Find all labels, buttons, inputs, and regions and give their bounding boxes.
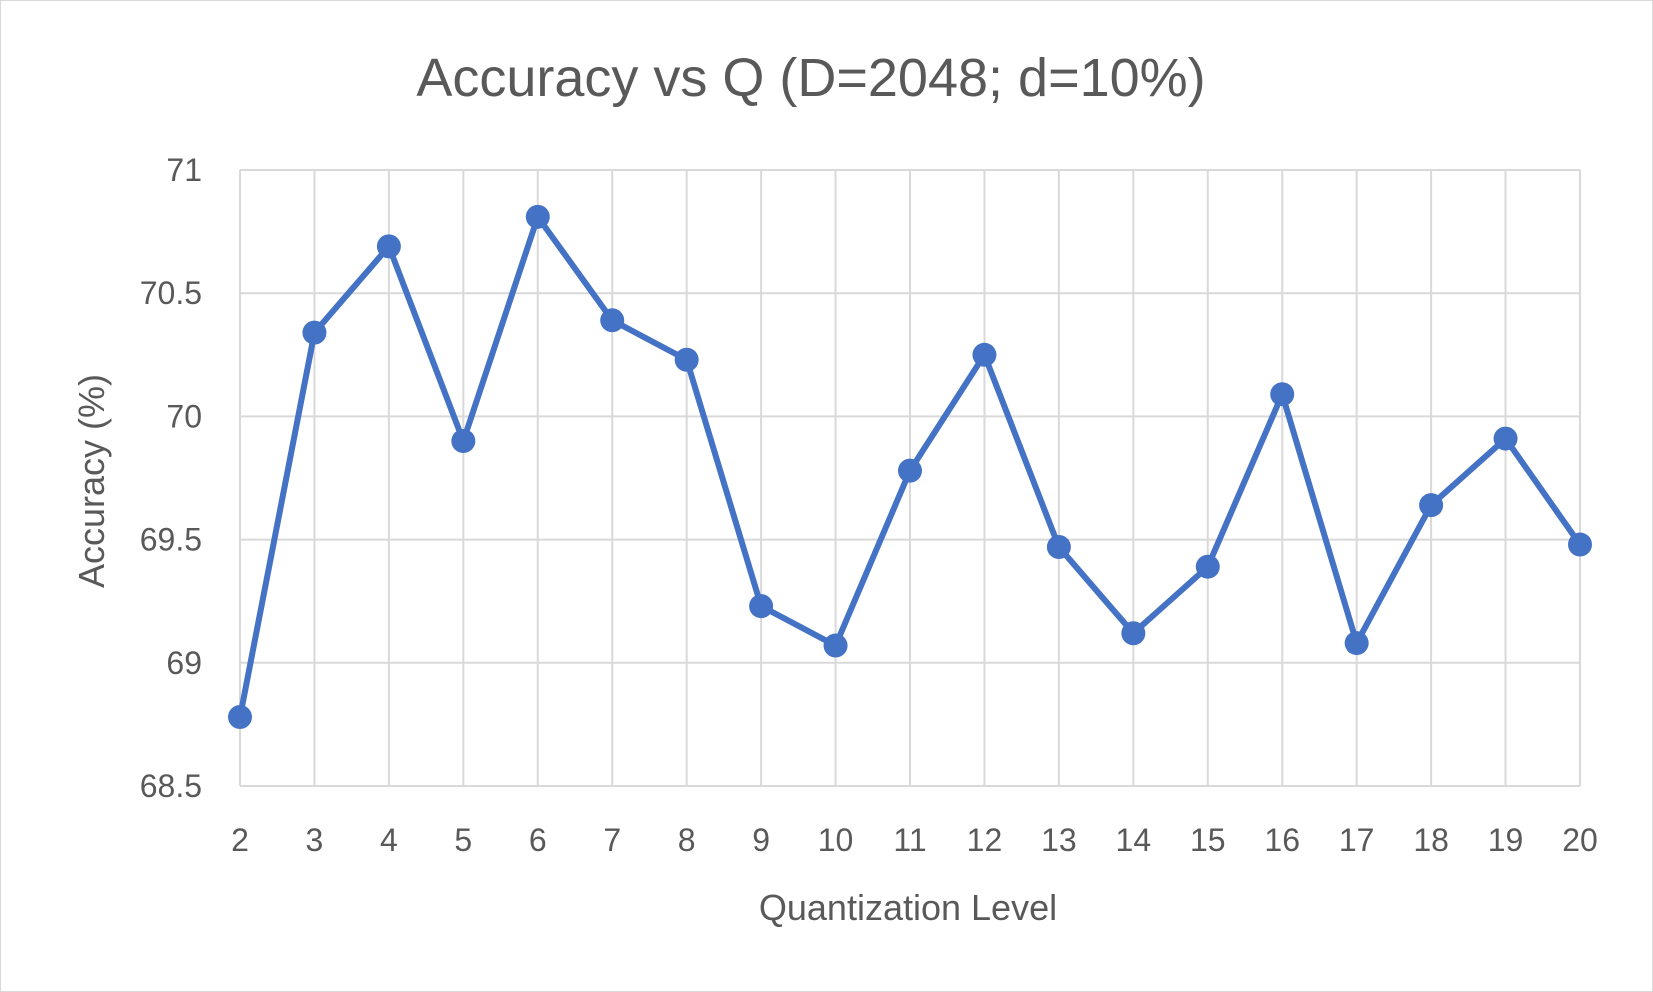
data-point bbox=[376, 234, 401, 259]
data-point bbox=[600, 308, 625, 333]
x-tick-label: 9 bbox=[752, 822, 770, 858]
data-point bbox=[228, 705, 252, 730]
data-point bbox=[823, 633, 848, 658]
x-tick-label: 18 bbox=[1413, 822, 1449, 858]
x-axis-ticks: 2 3 4 5 6 7 8 9 10 11 12 13 14 15 16 17 18 19 20 bbox=[231, 822, 1598, 858]
data-point bbox=[451, 429, 476, 454]
x-axis-label: Quantization Level bbox=[759, 887, 1057, 928]
x-tick-label: 20 bbox=[1562, 822, 1598, 858]
x-tick-label: 8 bbox=[678, 822, 696, 858]
y-axis-ticks: 68.5 69 69.5 70 70.5 71 bbox=[140, 152, 202, 804]
x-tick-label: 16 bbox=[1264, 822, 1300, 858]
data-point bbox=[1195, 554, 1220, 579]
x-tick-label: 7 bbox=[603, 822, 621, 858]
y-tick-label: 70 bbox=[166, 398, 202, 434]
y-tick-label: 71 bbox=[166, 152, 202, 188]
x-tick-label: 4 bbox=[380, 822, 398, 858]
data-point bbox=[1270, 382, 1295, 407]
x-tick-label: 19 bbox=[1488, 822, 1524, 858]
x-tick-label: 13 bbox=[1041, 822, 1077, 858]
y-tick-label: 69 bbox=[166, 645, 202, 681]
x-tick-label: 11 bbox=[893, 822, 926, 858]
x-tick-label: 2 bbox=[231, 822, 249, 858]
data-point bbox=[1568, 532, 1592, 557]
y-tick-label: 70.5 bbox=[140, 275, 202, 311]
x-tick-label: 10 bbox=[818, 822, 854, 858]
chart-title: Accuracy vs Q (D=2048; d=10%) bbox=[416, 48, 1205, 108]
y-tick-label: 68.5 bbox=[140, 768, 202, 804]
data-point bbox=[525, 204, 550, 229]
data-point bbox=[1419, 493, 1444, 518]
data-point bbox=[749, 594, 774, 619]
x-tick-label: 15 bbox=[1190, 822, 1226, 858]
data-point bbox=[1046, 534, 1071, 559]
data-point bbox=[972, 342, 997, 367]
data-point bbox=[1493, 426, 1518, 451]
x-tick-label: 6 bbox=[529, 822, 547, 858]
x-tick-label: 17 bbox=[1339, 822, 1375, 858]
y-tick-label: 69.5 bbox=[140, 522, 202, 558]
x-tick-label: 3 bbox=[306, 822, 324, 858]
data-point bbox=[674, 347, 699, 372]
grid-lines bbox=[239, 169, 1581, 787]
y-axis-label: Accuracy (%) bbox=[71, 374, 112, 588]
data-point bbox=[1121, 621, 1146, 646]
x-tick-label: 12 bbox=[967, 822, 1003, 858]
data-point bbox=[898, 458, 922, 483]
x-tick-label: 14 bbox=[1116, 822, 1152, 858]
x-tick-label: 5 bbox=[454, 822, 472, 858]
data-point bbox=[302, 320, 327, 345]
data-point bbox=[1344, 631, 1369, 656]
series-accuracy bbox=[228, 204, 1592, 730]
